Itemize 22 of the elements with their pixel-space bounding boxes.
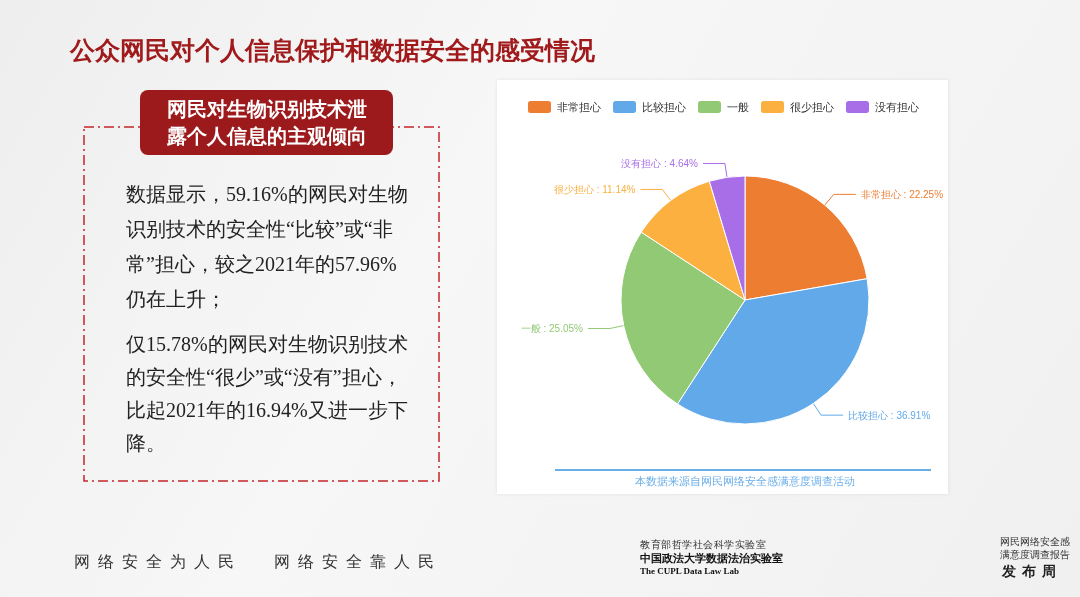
legend-label: 没有担心 (875, 101, 919, 113)
text: 网络安全靠人民 (274, 552, 442, 572)
text: 发布周 (1002, 563, 1062, 581)
data-label: 没有担心 : 4.64% (621, 157, 699, 169)
text: 数据显示，59.16%的网民对生物识别技术的安全性“比较”或“非常”担心，较之2021年的57.96%仍在上升； (126, 182, 409, 312)
text: 仅15.78%的网民对生物识别技术的安全性“很少”或“没有”担心，比起2021年的16.94%又进一步下降。 (126, 332, 409, 456)
text: 教育部哲学社会科学实验室 (640, 538, 766, 552)
text: 网民对生物识别技术泄露个人信息的主观倾向 (165, 96, 368, 149)
text: 公众网民对个人信息保护和数据安全的感受情况 (70, 35, 595, 66)
data-label: 非常担心 : 22.25% (860, 188, 944, 200)
text: 网络安全为人民 (74, 552, 242, 572)
legend-label: 比较担心 (642, 101, 686, 113)
text: 网民网络安全感满意度调查报告 (1000, 535, 1071, 561)
text: 本数据来源自网民网络安全感满意度调查活动 (634, 474, 856, 489)
text: 中国政法大学数据法治实验室 (640, 551, 783, 566)
data-label: 比较担心 : 36.91% (848, 409, 931, 421)
legend-label: 很少担心 (790, 101, 834, 113)
text: The CUPL Data Law Lab (640, 566, 740, 576)
legend-label: 一般 (727, 101, 749, 113)
data-label: 很少担心 : 11.14% (553, 183, 636, 195)
data-label: 一般 : 25.05% (520, 322, 584, 334)
legend-label: 非常担心 (557, 101, 601, 113)
